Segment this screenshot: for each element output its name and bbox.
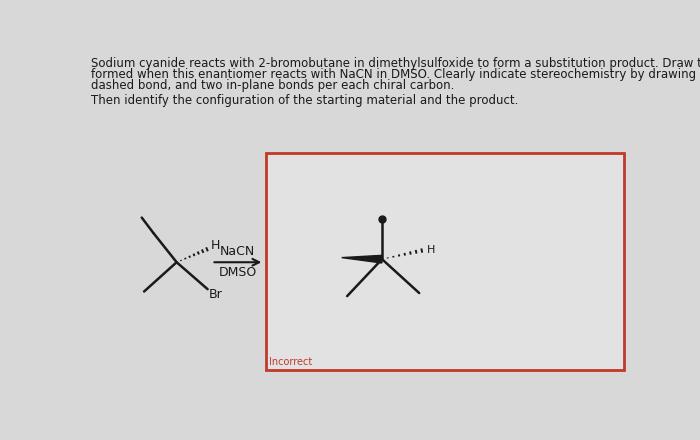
Text: Incorrect: Incorrect: [269, 357, 312, 367]
Text: Br: Br: [209, 288, 223, 301]
Bar: [266, 153, 624, 370]
Text: DMSO: DMSO: [218, 266, 257, 279]
Text: Then identify the configuration of the starting material and the product.: Then identify the configuration of the s…: [90, 94, 518, 107]
Text: dashed bond, and two in-plane bonds per each chiral carbon.: dashed bond, and two in-plane bonds per …: [90, 79, 454, 92]
Text: Sodium cyanide reacts with 2-bromobutane in dimethylsulfoxide to form a substitu: Sodium cyanide reacts with 2-bromobutane…: [90, 57, 700, 70]
Text: H: H: [427, 245, 435, 255]
Text: NaCN: NaCN: [220, 246, 256, 258]
Polygon shape: [342, 255, 382, 263]
Text: formed when this enantiomer reacts with NaCN in DMSO. Clearly indicate stereoche: formed when this enantiomer reacts with …: [90, 68, 700, 81]
Text: H: H: [211, 239, 220, 252]
